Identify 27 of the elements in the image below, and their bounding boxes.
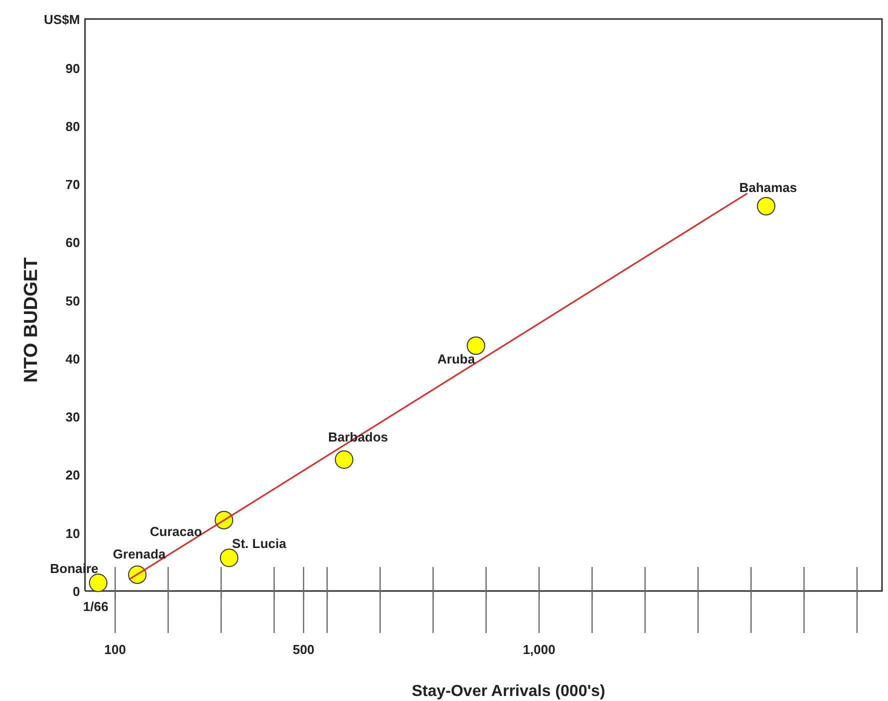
text: 1/66 xyxy=(83,599,108,614)
point xyxy=(756,196,776,216)
y-tick-label: 80 xyxy=(66,118,80,134)
y-tick-label: 20 xyxy=(66,468,80,483)
annotation: Aruba xyxy=(437,352,476,367)
y-tick-label: 30 xyxy=(66,410,80,425)
y-tick-label: 40 xyxy=(66,351,80,366)
y-tick-label: 10 xyxy=(66,526,80,541)
y-tick-label: 0 xyxy=(72,584,80,599)
point xyxy=(466,336,486,355)
annotation: Curacao xyxy=(150,524,202,540)
y-tick-label: 60 xyxy=(66,235,80,250)
y-axis-title: NTO BUDGET xyxy=(21,256,42,383)
annotation: Bahamas xyxy=(739,180,798,196)
x-axis-title: Stay-Over Arrivals (000's) xyxy=(412,683,606,700)
annotation: St. Lucia xyxy=(232,536,287,551)
x-tick-label: 1,000 xyxy=(522,642,556,657)
annotation: Grenada xyxy=(112,546,166,562)
point xyxy=(88,574,108,592)
y-tick-label: 50 xyxy=(66,293,80,308)
point xyxy=(220,548,238,568)
x-tick-label: 500 xyxy=(292,642,314,657)
y-tick-label: 90 xyxy=(66,60,80,76)
y-tick-label: 70 xyxy=(66,177,80,192)
x-tick-label: 100 xyxy=(104,642,126,657)
point xyxy=(334,450,354,469)
text: US$M xyxy=(44,12,80,27)
